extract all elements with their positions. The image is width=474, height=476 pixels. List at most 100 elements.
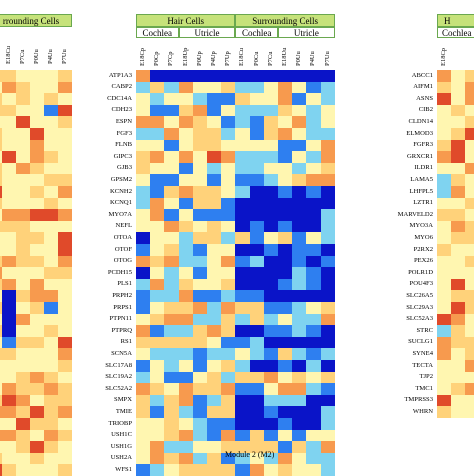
heatmap-cell	[16, 162, 30, 175]
heatmap-cell	[44, 128, 58, 140]
heatmap-cell	[235, 174, 250, 187]
gene-label: TMC1	[415, 384, 433, 392]
heatmap-cell	[437, 139, 452, 152]
heatmap-cell	[30, 267, 44, 279]
heatmap-cell	[320, 220, 336, 233]
heatmap-cell	[278, 162, 293, 175]
heatmap-cell	[207, 441, 222, 454]
gene-label: ATP1A3	[108, 71, 132, 79]
heatmap-cell	[30, 290, 44, 302]
heatmap-cell	[16, 348, 30, 360]
heatmap-cell	[451, 290, 466, 303]
heatmap-cell	[235, 209, 250, 222]
heatmap-cell	[30, 325, 44, 337]
heatmap-cell	[0, 104, 2, 117]
gene-label: SMPX	[114, 396, 132, 404]
heatmap-cell	[263, 232, 279, 245]
heatmap-cell	[278, 197, 293, 210]
heatmap-cell	[292, 371, 307, 384]
heatmap-cell	[150, 325, 165, 338]
heatmap-cell	[0, 220, 2, 233]
heatmap-cell	[320, 278, 336, 291]
heatmap-cell	[278, 70, 293, 82]
heatmap-cell	[278, 104, 293, 117]
gene-label: SLC29A3	[406, 303, 433, 311]
heatmap-cell	[44, 151, 58, 163]
heatmap-cell	[136, 383, 151, 396]
heatmap-cell	[235, 139, 250, 152]
heatmap-cell	[207, 255, 222, 268]
gene-label: SLC52A2	[105, 384, 132, 392]
heatmap-cell	[249, 209, 265, 222]
heatmap-cell	[221, 429, 236, 442]
heatmap-cell	[451, 151, 466, 164]
heatmap-cell	[0, 383, 2, 395]
heatmap-cell	[44, 429, 58, 442]
heatmap-cell	[58, 151, 72, 163]
heatmap-cell	[451, 162, 466, 175]
heatmap-cell	[278, 255, 293, 268]
heatmap-cell	[235, 325, 250, 338]
gene-label: MYO3A	[409, 222, 433, 230]
heatmap-cell	[249, 174, 265, 187]
heatmap-cell	[164, 186, 179, 198]
heatmap-cell	[164, 244, 179, 256]
heatmap-cell	[249, 151, 265, 164]
heatmap-cell	[451, 406, 466, 419]
heatmap-cell	[2, 81, 16, 94]
heatmap-cell	[44, 464, 58, 476]
heatmap-cell	[136, 209, 151, 222]
heatmap-cell	[136, 371, 151, 384]
heatmap-cell	[150, 162, 165, 175]
heatmap-cell	[221, 452, 236, 465]
heatmap-cell	[178, 151, 194, 164]
heatmap-cell	[207, 81, 222, 94]
middle-subheader-cochlea: Cochlea	[136, 27, 179, 38]
gene-label: FGF3	[116, 129, 132, 137]
heatmap-cell	[292, 174, 307, 187]
heatmap-cell	[320, 70, 336, 82]
heatmap-cell	[178, 232, 194, 245]
heatmap-cell	[2, 116, 16, 128]
heatmap-cell	[263, 81, 279, 94]
heatmap-cell	[150, 464, 165, 476]
heatmap-cell	[30, 174, 44, 186]
heatmap-cell	[192, 394, 208, 407]
heatmap-cell	[437, 360, 452, 372]
heatmap-cell	[30, 128, 44, 140]
heatmap-cell	[192, 116, 208, 129]
heatmap-cell	[221, 418, 236, 430]
heatmap-cell	[164, 348, 179, 361]
heatmap-cell	[136, 70, 151, 82]
gene-label: ELMOD3	[406, 129, 433, 137]
heatmap-cell	[58, 336, 72, 349]
gene-label: MARVELD2	[397, 210, 433, 218]
heatmap-cell	[465, 116, 474, 129]
heatmap-cell	[30, 255, 44, 268]
heatmap-cell	[249, 116, 265, 129]
heatmap-cell	[221, 255, 236, 268]
heatmap-cell	[30, 116, 44, 128]
heatmap-cell	[178, 313, 194, 326]
heatmap-cell	[235, 278, 250, 291]
heatmap-cell	[263, 255, 279, 268]
heatmap-cell	[235, 394, 250, 407]
left-column-label: P0Uu	[33, 49, 40, 64]
heatmap-cell	[30, 429, 44, 442]
heatmap-cell	[192, 429, 208, 442]
gene-label: USH2A	[110, 454, 132, 462]
heatmap-cell	[292, 290, 307, 303]
heatmap-cell	[178, 336, 194, 349]
heatmap-cell	[136, 394, 151, 407]
heatmap-cell	[16, 186, 30, 198]
heatmap-cell	[136, 278, 151, 291]
heatmap-cell	[150, 197, 165, 210]
heatmap-cell	[207, 220, 222, 233]
heatmap-cell	[0, 151, 2, 163]
heatmap-cell	[136, 406, 151, 419]
heatmap-cell	[249, 383, 265, 396]
heatmap-cell	[136, 418, 151, 430]
heatmap-cell	[207, 325, 222, 338]
gene-label: CLDN14	[408, 117, 433, 125]
heatmap-cell	[207, 197, 222, 210]
